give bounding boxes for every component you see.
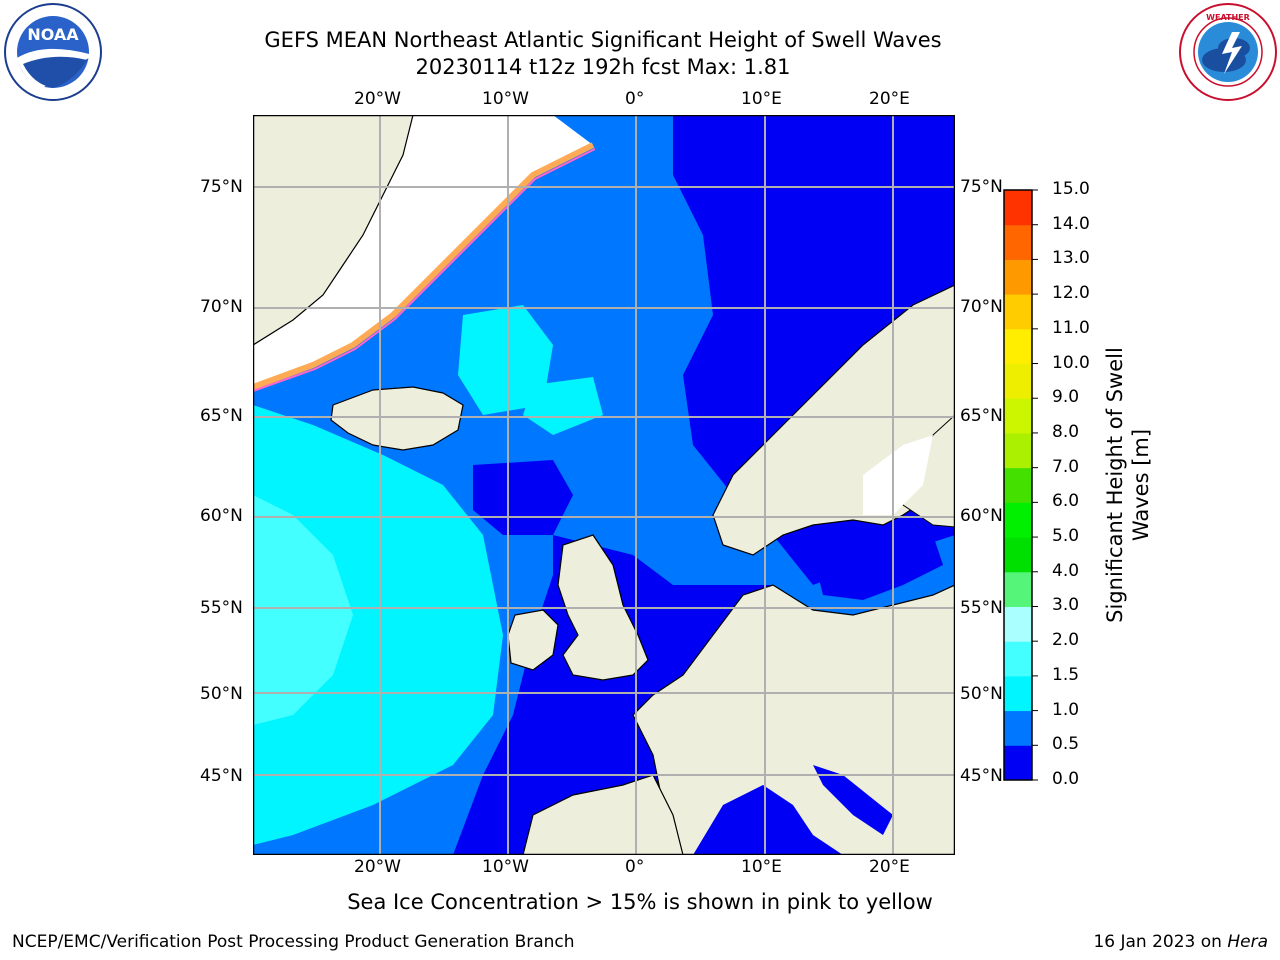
lon-tick-bottom: 20°W xyxy=(354,857,401,877)
colorbar-segment xyxy=(1004,363,1032,399)
colorbar-segment xyxy=(1004,190,1032,226)
colorbar-segment xyxy=(1004,502,1032,538)
lat-tick-right: 50°N xyxy=(960,684,1003,704)
lon-tick-bottom: 20°E xyxy=(869,857,910,877)
footer-host: Hera xyxy=(1227,932,1268,952)
colorbar-segment xyxy=(1004,398,1032,434)
lat-tick-right: 75°N xyxy=(960,177,1003,197)
lat-tick-right: 65°N xyxy=(960,406,1003,426)
map-panel xyxy=(253,115,955,855)
lat-tick-left: 65°N xyxy=(200,406,243,426)
colorbar-segment xyxy=(1004,537,1032,573)
colorbar xyxy=(1003,189,1038,781)
colorbar-tick-label: 6.0 xyxy=(1052,491,1080,512)
footer-date: 16 Jan 2023 on Hera xyxy=(1093,932,1268,952)
swell-field-high-mid xyxy=(523,377,603,435)
lat-tick-right: 55°N xyxy=(960,598,1003,618)
colorbar-segment xyxy=(1004,710,1032,746)
colorbar-segment xyxy=(1004,606,1032,642)
lat-tick-right: 45°N xyxy=(960,766,1003,786)
footer-date-text: 16 Jan 2023 on xyxy=(1093,932,1228,952)
colorbar-tick-label: 0.0 xyxy=(1052,769,1080,789)
colorbar-segment xyxy=(1004,467,1032,503)
mediterranean-sea xyxy=(693,785,842,854)
footer-credit: NCEP/EMC/Verification Post Processing Pr… xyxy=(12,932,575,952)
colorbar-tick-label: 0.5 xyxy=(1052,734,1080,755)
colorbar-segment xyxy=(1004,432,1032,469)
colorbar-tick-label: 12.0 xyxy=(1052,283,1090,304)
lon-tick-top: 10°E xyxy=(741,89,782,109)
lon-tick-top: 10°W xyxy=(482,89,529,109)
noaa-logo-text: NOAA xyxy=(27,25,79,44)
iberia-land xyxy=(522,774,684,854)
lon-tick-bottom: 0° xyxy=(625,857,645,877)
colorbar-tick-label: 2.0 xyxy=(1052,630,1080,651)
map-frame xyxy=(253,115,955,855)
lon-tick-top: 20°W xyxy=(354,89,401,109)
lon-tick-bottom: 10°E xyxy=(741,857,782,877)
colorbar-segment xyxy=(1004,328,1032,365)
colorbar-tick-label: 15.0 xyxy=(1052,179,1090,199)
colorbar-tick-label: 1.5 xyxy=(1052,664,1080,685)
lon-tick-bottom: 10°W xyxy=(482,857,529,877)
colorbar-tick-label: 1.0 xyxy=(1052,699,1080,720)
graticule xyxy=(253,115,954,854)
lat-tick-right: 60°N xyxy=(960,506,1003,526)
colorbar-tick-label: 13.0 xyxy=(1052,248,1090,269)
lat-tick-left: 45°N xyxy=(200,766,243,786)
colorbar-segment xyxy=(1004,224,1032,260)
lat-tick-left: 55°N xyxy=(200,598,243,618)
colorbar-tick-label: 14.0 xyxy=(1052,213,1090,234)
colorbar-tick-label: 4.0 xyxy=(1052,560,1080,581)
lat-tick-right: 70°N xyxy=(960,297,1003,317)
lat-tick-left: 75°N xyxy=(200,177,243,197)
chart-title: GEFS MEAN Northeast Atlantic Significant… xyxy=(264,28,942,52)
lon-tick-top: 0° xyxy=(625,89,645,109)
colorbar-tick-label: 5.0 xyxy=(1052,526,1080,547)
noaa-logo-icon: NOAA xyxy=(4,3,102,101)
colorbar-segment xyxy=(1004,294,1032,330)
baltic-sea xyxy=(813,535,943,600)
sea-ice-note: Sea Ice Concentration > 15% is shown in … xyxy=(347,890,933,914)
colorbar-tick-label: 9.0 xyxy=(1052,387,1080,408)
colorbar-frame xyxy=(1003,189,1033,781)
colorbar-tick-label: 3.0 xyxy=(1052,595,1080,616)
svg-text:WEATHER: WEATHER xyxy=(1206,13,1250,22)
colorbar-tick-label: 8.0 xyxy=(1052,421,1080,442)
adriatic-sea xyxy=(813,765,893,835)
sea-ice-edge xyxy=(253,142,595,390)
colorbar-segment xyxy=(1004,745,1032,781)
chart-subtitle: 20230114 t12z 192h fcst Max: 1.81 xyxy=(415,55,791,79)
lon-tick-top: 20°E xyxy=(869,89,910,109)
colorbar-segment xyxy=(1004,571,1032,607)
swell-field-high-west xyxy=(253,405,503,845)
iceland-land xyxy=(330,386,464,451)
swell-field-high-north xyxy=(458,305,553,415)
colorbar-tick-label: 7.0 xyxy=(1052,456,1080,477)
nws-logo-icon: WEATHER xyxy=(1179,3,1277,101)
colorbar-segment xyxy=(1004,675,1032,712)
greenland-land xyxy=(253,115,414,346)
europe-land xyxy=(632,584,954,854)
colorbar-tick-label: 11.0 xyxy=(1052,317,1090,338)
lat-tick-left: 70°N xyxy=(200,297,243,317)
colorbar-segment xyxy=(1004,641,1032,677)
colorbar-tick-label: 10.0 xyxy=(1052,352,1090,373)
swell-field-high-lighter xyxy=(253,495,353,725)
lat-tick-left: 50°N xyxy=(200,684,243,704)
colorbar-label: Significant Height of Swell Waves [m] xyxy=(1103,347,1153,623)
lat-tick-left: 60°N xyxy=(200,506,243,526)
colorbar-segment xyxy=(1004,259,1032,295)
